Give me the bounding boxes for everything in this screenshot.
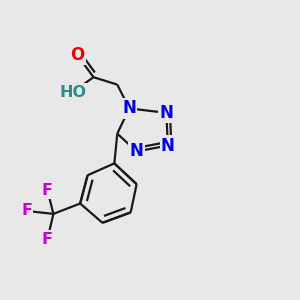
- Text: F: F: [21, 203, 32, 218]
- Text: F: F: [42, 232, 53, 247]
- Text: HO: HO: [59, 85, 86, 100]
- Text: N: N: [161, 136, 175, 154]
- Text: N: N: [159, 104, 173, 122]
- Text: N: N: [122, 99, 136, 117]
- Text: O: O: [70, 46, 84, 64]
- Text: F: F: [42, 183, 53, 198]
- Text: N: N: [130, 142, 144, 160]
